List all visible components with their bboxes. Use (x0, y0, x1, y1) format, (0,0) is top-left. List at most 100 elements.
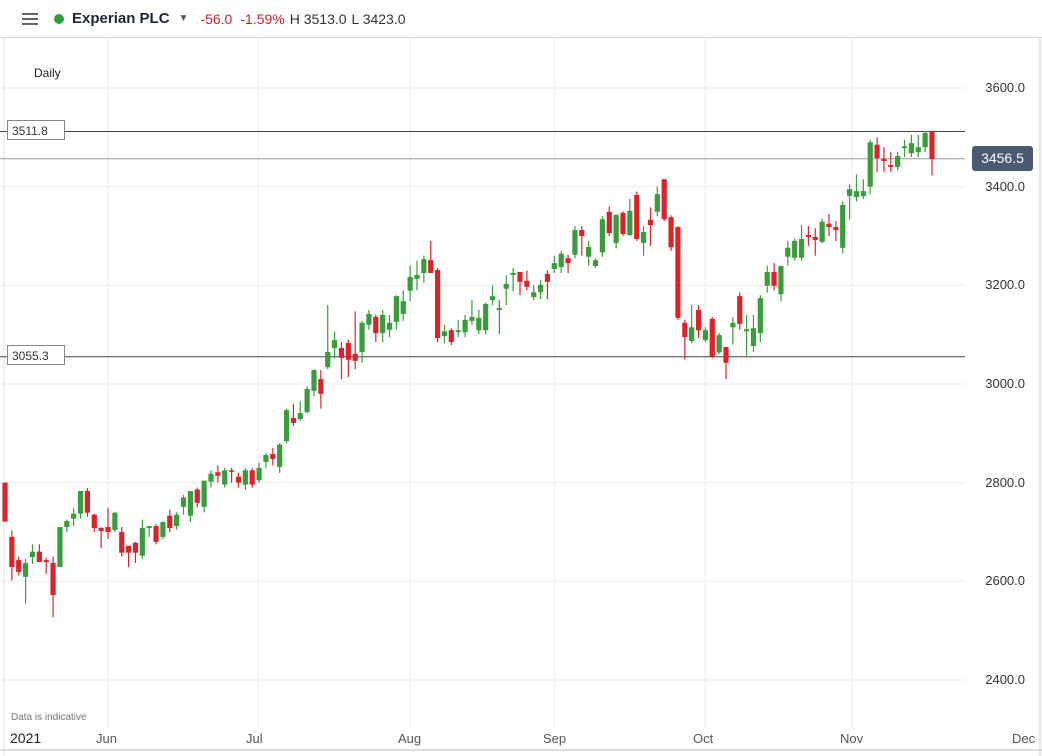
candle-up (558, 253, 564, 268)
candle-down (579, 230, 585, 236)
candle-up (599, 219, 605, 253)
candle-up (462, 319, 468, 333)
y-tick-label: 3200.0 (985, 277, 1025, 293)
candle-up (819, 221, 825, 242)
candle-up (359, 322, 365, 352)
candle-up (160, 522, 166, 537)
candle-down (373, 316, 379, 334)
candle-up (187, 491, 193, 516)
candle-down (881, 159, 887, 162)
candle-up (627, 210, 633, 236)
candle-down (91, 514, 97, 529)
candle-up (112, 512, 118, 530)
candle-down (647, 219, 654, 226)
candle-up (476, 317, 482, 331)
market-status-dot-icon (54, 13, 64, 24)
candle-up (551, 263, 557, 270)
candle-down (682, 322, 688, 338)
candle-up (380, 314, 386, 334)
candle-up (901, 146, 908, 149)
y-tick-label: 3400.0 (985, 178, 1025, 194)
candle-up (510, 272, 516, 275)
candle-up (586, 246, 592, 257)
candle-up (785, 247, 791, 257)
candle-down (235, 476, 242, 483)
day-high: H 3513.0 (289, 10, 347, 27)
candle-down (428, 260, 434, 273)
candle-down (888, 164, 894, 167)
level-label-upper[interactable]: 3511.8 (7, 120, 65, 140)
day-low: L 3423.0 (351, 10, 406, 27)
candle-down (50, 563, 56, 596)
price-change-percent: -1.59% (240, 10, 285, 27)
candle-down (668, 217, 674, 248)
candle-down (126, 545, 132, 553)
candle-up (283, 410, 290, 442)
instrument-dropdown-caret-icon[interactable]: ▼ (178, 13, 189, 24)
candle-up (263, 455, 269, 462)
candle-down (634, 195, 640, 239)
candle-up (146, 526, 152, 529)
candle-down (448, 330, 454, 343)
level-label-lower[interactable]: 3055.3 (7, 345, 65, 365)
candle-up (496, 308, 502, 310)
candle-down (215, 472, 221, 476)
candle-up (840, 204, 846, 248)
candle-up (489, 296, 496, 301)
hamburger-menu-icon[interactable] (22, 10, 38, 28)
candle-down (826, 223, 832, 228)
x-tick-label: Oct (693, 731, 714, 746)
candle-down (675, 227, 681, 318)
candle-up (77, 491, 84, 514)
candle-up (201, 480, 207, 507)
price-change: -56.0 (200, 10, 233, 27)
candle-up (503, 283, 509, 289)
candle-down (929, 130, 935, 160)
candle-up (366, 313, 372, 325)
candle-down (812, 236, 818, 240)
candle-up (407, 276, 413, 291)
candle-up (757, 298, 763, 334)
candle-down (517, 272, 523, 282)
candle-down (84, 491, 90, 513)
current-price-tag: 3456.5 (972, 146, 1033, 171)
candle-down (119, 531, 125, 553)
y-tick-label: 3000.0 (985, 375, 1025, 391)
y-tick-label: 3600.0 (985, 80, 1025, 95)
x-tick-label: Aug (398, 731, 422, 746)
candle-down (709, 318, 715, 357)
candle-down (318, 379, 324, 394)
candle-up (332, 340, 338, 348)
candle-up (867, 142, 873, 187)
candle-up (441, 331, 448, 337)
instrument-name[interactable]: Experian PLC (72, 10, 170, 27)
candle-up (847, 189, 853, 197)
candle-down (43, 560, 49, 563)
candle-up (538, 284, 544, 293)
candle-down (737, 296, 743, 324)
candle-up (469, 316, 475, 321)
candle-down (194, 489, 200, 503)
candle-down (723, 346, 729, 363)
candle-up (792, 240, 798, 258)
candle-down (606, 211, 612, 234)
candle-up (23, 563, 29, 577)
candle-up (572, 230, 578, 255)
candle-up (750, 328, 757, 346)
candle-up (325, 351, 331, 368)
candle-up (778, 266, 784, 295)
candle-up (853, 191, 860, 198)
candle-up (455, 330, 461, 333)
candle-down (620, 212, 626, 235)
candle-down (352, 353, 358, 361)
candle-up (592, 260, 599, 267)
candle-up (730, 322, 736, 328)
candle-up (421, 259, 427, 273)
candle-up (208, 473, 214, 482)
candle-down (524, 280, 530, 287)
candle-up (716, 335, 722, 353)
candle-up (483, 304, 489, 331)
candle-down (9, 536, 15, 567)
candle-up (64, 521, 70, 528)
